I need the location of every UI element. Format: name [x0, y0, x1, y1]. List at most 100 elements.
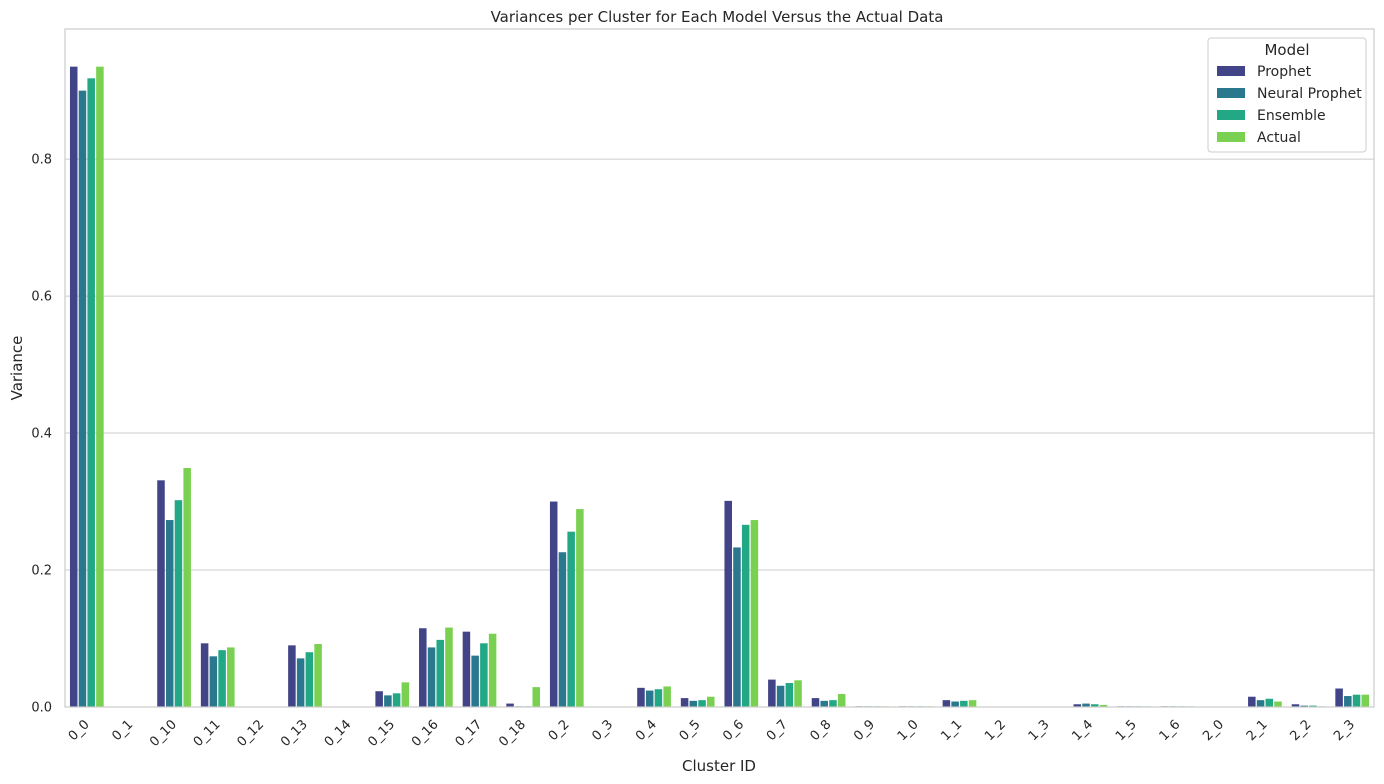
bar	[645, 690, 654, 707]
bar	[733, 547, 741, 707]
x-tick-label: 2_1	[1244, 717, 1271, 744]
bar	[811, 698, 820, 707]
x-tick-label: 0_15	[365, 717, 398, 750]
legend-label: Prophet	[1257, 64, 1312, 80]
bar	[680, 698, 689, 707]
x-tick-label: 0_11	[191, 717, 224, 750]
bar	[96, 66, 104, 707]
y-axis-title: Variance	[8, 336, 26, 401]
x-tick-label: 0_10	[147, 717, 180, 750]
legend-swatch	[1217, 88, 1245, 98]
bar	[506, 703, 514, 707]
bar	[1256, 700, 1265, 707]
bar	[1352, 694, 1361, 707]
legend-label: Neural Prophet	[1257, 86, 1362, 102]
bar	[768, 679, 776, 707]
bar	[436, 639, 445, 707]
bar	[200, 643, 209, 707]
x-axis-title: Cluster ID	[682, 757, 756, 775]
legend: Model Prophet Neural Prophet Ensemble Actua…	[1207, 37, 1367, 153]
bar	[698, 700, 706, 707]
plot-frame	[64, 28, 1375, 708]
bar	[375, 691, 383, 707]
legend-swatch	[1217, 66, 1245, 76]
bar	[392, 693, 401, 707]
bar	[1073, 704, 1082, 707]
x-tick-label: 0_6	[720, 717, 747, 744]
bar	[1265, 698, 1274, 707]
y-tick-label: 0.0	[31, 701, 52, 716]
bar	[1300, 705, 1308, 707]
legend-swatch	[1217, 132, 1245, 142]
bar	[1099, 704, 1108, 707]
bar	[1309, 705, 1317, 707]
bar	[741, 524, 750, 707]
bar	[942, 700, 951, 707]
bar	[445, 627, 453, 707]
legend-title: Model	[1264, 41, 1309, 59]
bar	[567, 531, 575, 707]
bar	[288, 645, 296, 707]
x-tick-label: 1_5	[1113, 717, 1140, 744]
bar	[1335, 688, 1343, 707]
bar	[829, 700, 837, 707]
bar	[1274, 701, 1282, 707]
bar	[209, 656, 218, 707]
bar	[724, 500, 732, 707]
bar	[951, 701, 959, 707]
bar	[305, 652, 314, 707]
bar	[488, 633, 497, 707]
y-tick-label: 0.2	[31, 564, 52, 579]
bar	[384, 695, 392, 707]
bar	[1291, 704, 1300, 707]
bar	[183, 467, 191, 707]
x-tick-label: 1_4	[1069, 717, 1096, 744]
x-tick-label: 0_4	[633, 717, 660, 744]
bar	[794, 680, 802, 707]
bar	[1344, 696, 1352, 707]
x-tick-label: 0_14	[322, 717, 355, 750]
x-tick-label: 0_8	[808, 717, 835, 744]
x-tick-label: 0_16	[409, 717, 442, 750]
x-tick-label: 0_3	[589, 717, 616, 744]
bar	[218, 650, 226, 707]
bar	[820, 700, 828, 707]
x-tick-label: 1_2	[982, 717, 1009, 744]
gridlines	[65, 158, 1374, 571]
x-tick-label: 2_2	[1287, 717, 1314, 744]
bars	[69, 66, 1370, 708]
y-tick-label: 0.4	[31, 427, 52, 442]
bar	[960, 700, 968, 707]
bar	[314, 643, 322, 707]
bar	[776, 685, 785, 707]
bar	[750, 520, 759, 707]
bar	[558, 552, 567, 707]
bar	[654, 689, 663, 707]
bar	[480, 643, 488, 707]
bar	[471, 655, 479, 707]
y-tick-label: 0.8	[31, 153, 52, 168]
x-tick-label: 0_9	[851, 717, 878, 744]
y-tick-label: 0.6	[31, 290, 52, 305]
x-tick-label: 0_0	[66, 717, 93, 744]
x-tick-label: 0_2	[546, 717, 573, 744]
bar	[165, 520, 174, 707]
bar	[419, 628, 427, 707]
x-axis-ticks: 0_0 0_1 0_10 0_11 0_12 0_13 0_14 0_15 0_16 0_17 0_…	[66, 717, 1358, 750]
bar	[462, 631, 471, 707]
bar	[157, 480, 165, 707]
bar	[1090, 704, 1099, 707]
bar	[968, 700, 977, 707]
bar	[78, 90, 87, 708]
x-tick-label: 1_3	[1026, 717, 1053, 744]
x-tick-label: 0_5	[677, 717, 704, 744]
x-tick-label: 1_6	[1157, 717, 1184, 744]
x-tick-label: 0_17	[453, 717, 486, 750]
bar	[427, 647, 436, 707]
x-tick-label: 0_7	[764, 717, 791, 744]
bar	[785, 683, 794, 707]
bar	[87, 78, 95, 708]
bar	[549, 501, 558, 707]
bar	[707, 696, 715, 707]
x-tick-label: 2_3	[1331, 717, 1358, 744]
